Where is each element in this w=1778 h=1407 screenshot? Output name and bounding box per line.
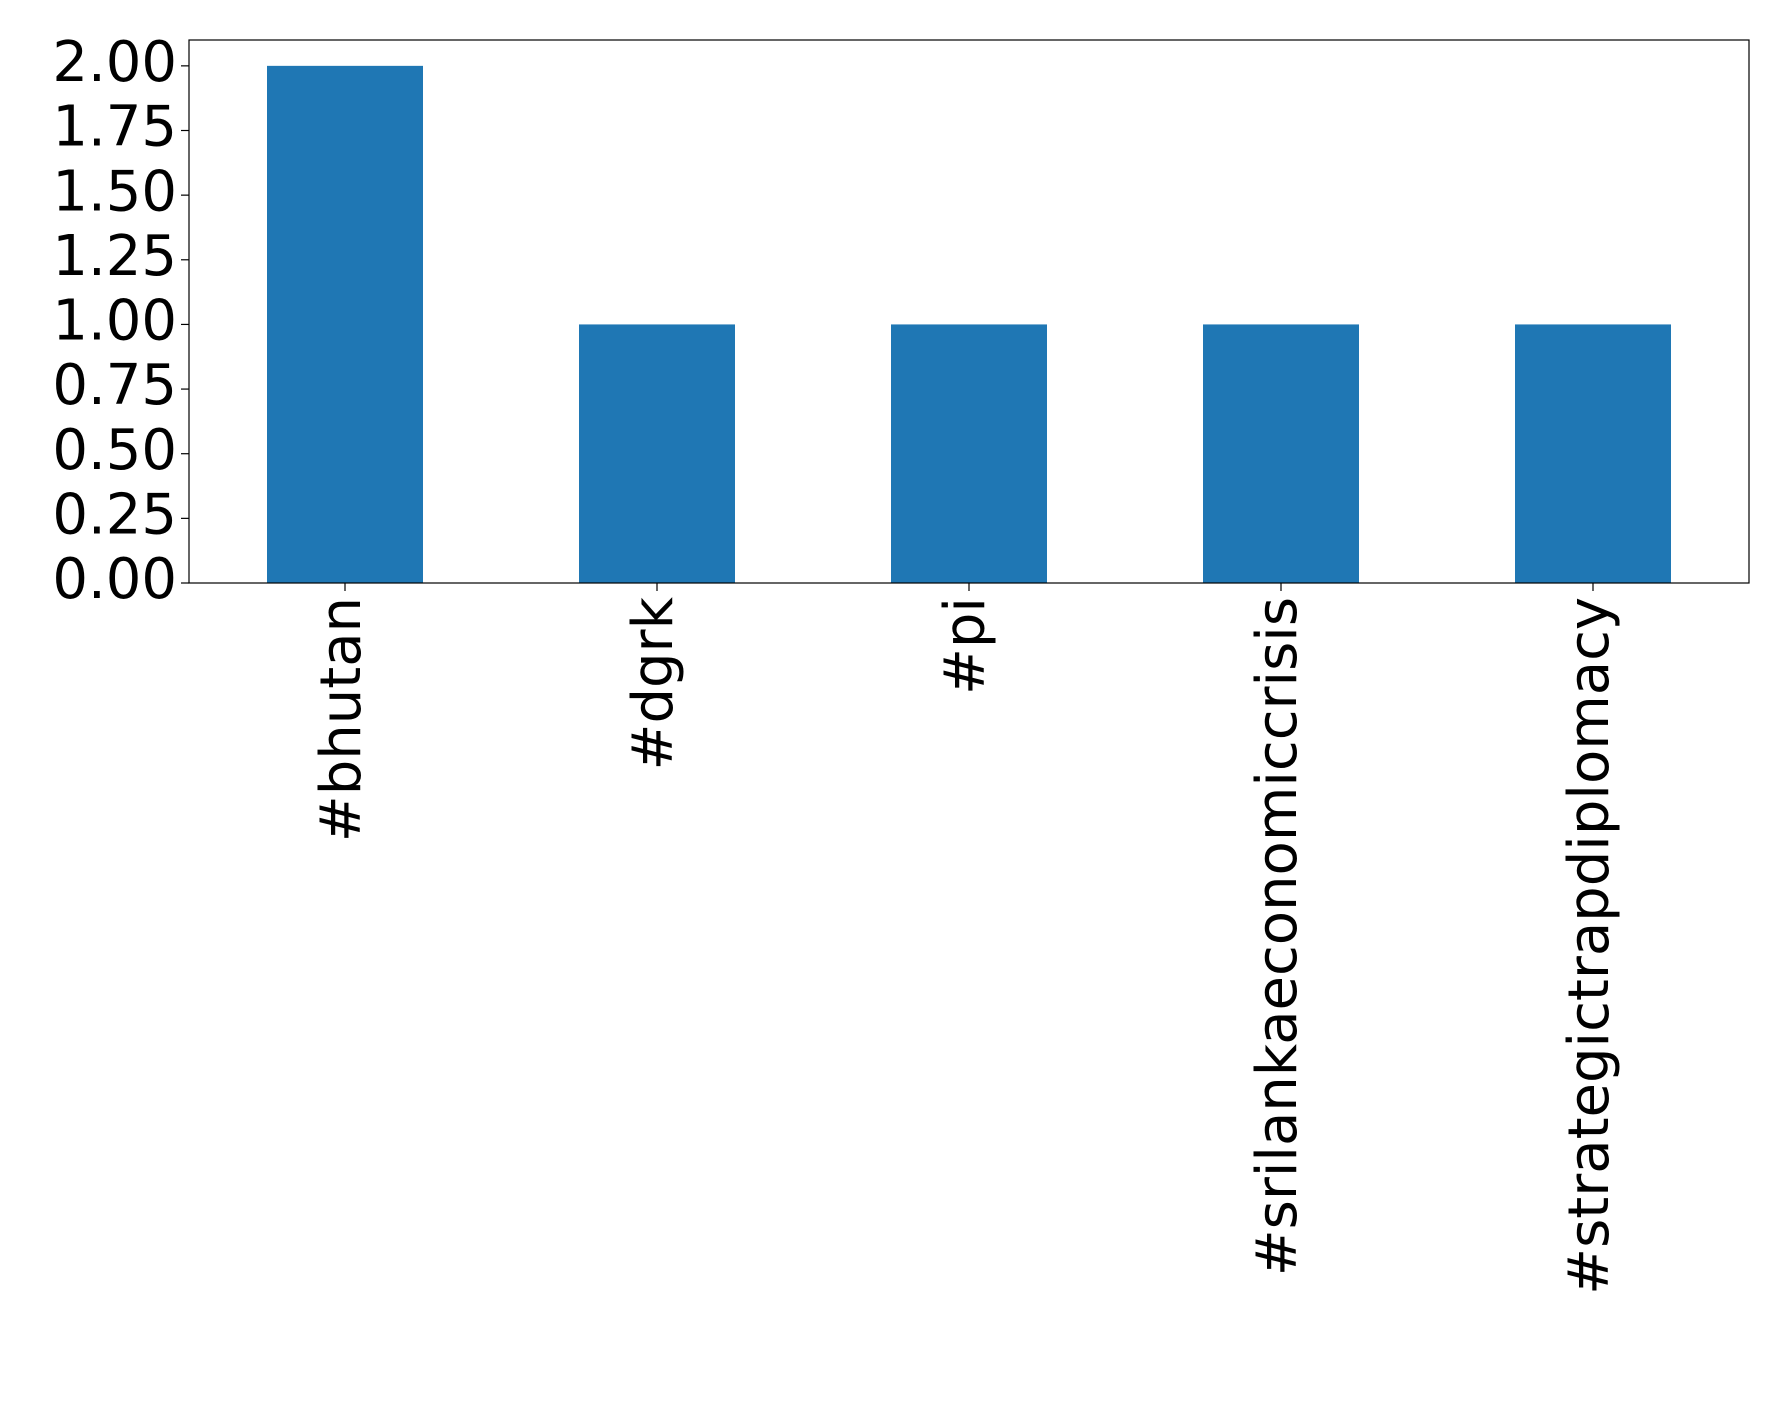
- y-tick-label: 1.00: [52, 289, 177, 354]
- x-tick-label: #strategictrapdiplomacy: [1557, 597, 1622, 1295]
- bar: [579, 324, 735, 583]
- y-tick-label: 0.00: [52, 547, 177, 612]
- bar: [1515, 324, 1671, 583]
- y-tick-label: 1.75: [52, 95, 177, 160]
- x-tick-label: #dgrk: [621, 596, 686, 770]
- y-tick-label: 1.25: [52, 224, 177, 289]
- y-tick-label: 2.00: [52, 30, 177, 95]
- x-tick-label: #pi: [933, 597, 998, 695]
- y-tick-label: 0.50: [52, 418, 177, 483]
- y-tick-label: 0.75: [52, 353, 177, 418]
- y-tick-label: 0.25: [52, 482, 177, 547]
- bar: [1203, 324, 1359, 583]
- bar: [267, 65, 423, 584]
- y-tick-label: 1.50: [52, 159, 177, 224]
- x-tick-label: #bhutan: [309, 597, 374, 842]
- x-tick-label: #srilankaeconomiccrisis: [1245, 597, 1310, 1276]
- bar: [891, 324, 1047, 583]
